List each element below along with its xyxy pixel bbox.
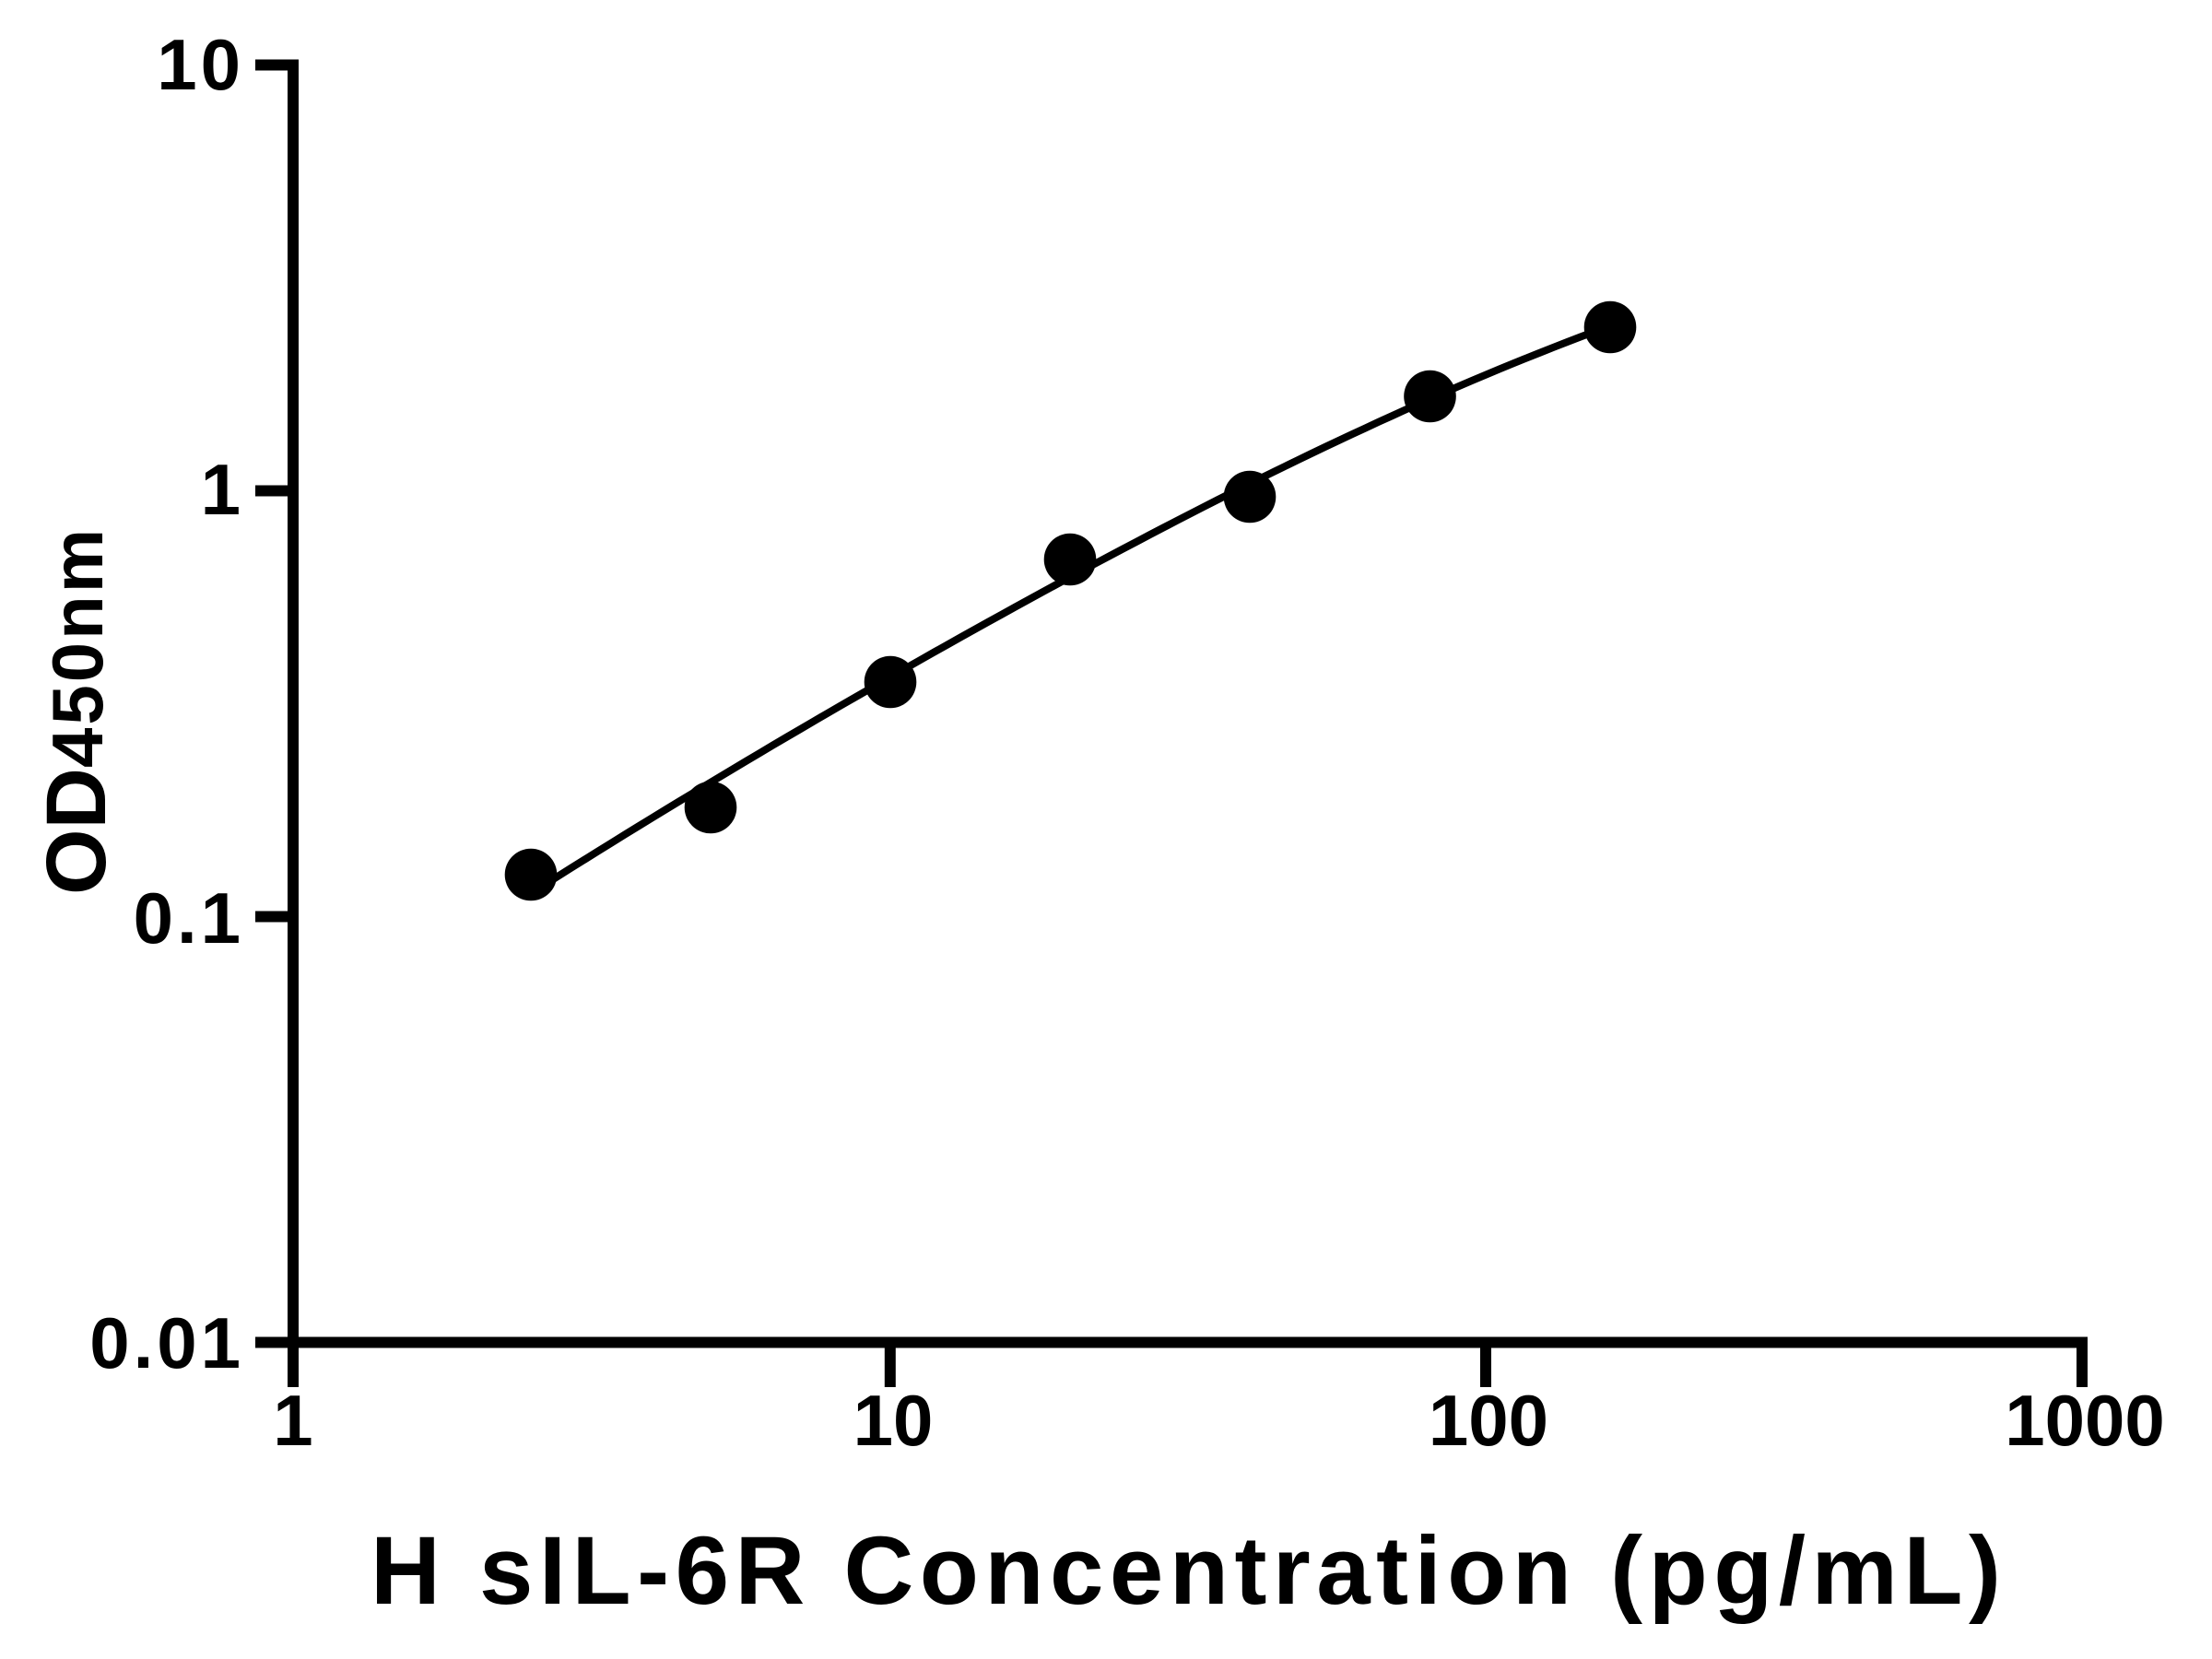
- svg-text:1: 1: [201, 449, 244, 530]
- svg-text:0.1: 0.1: [134, 877, 244, 959]
- svg-text:0.01: 0.01: [89, 1302, 244, 1383]
- svg-text:1000: 1000: [2005, 1380, 2165, 1461]
- svg-text:1: 1: [273, 1380, 312, 1461]
- svg-text:H sIL-6R Concentration (pg/mL): H sIL-6R Concentration (pg/mL): [371, 1517, 2001, 1625]
- svg-text:100: 100: [1429, 1380, 1548, 1461]
- svg-text:OD450nm: OD450nm: [29, 526, 124, 895]
- svg-text:10: 10: [157, 24, 244, 105]
- svg-text:10: 10: [853, 1380, 934, 1461]
